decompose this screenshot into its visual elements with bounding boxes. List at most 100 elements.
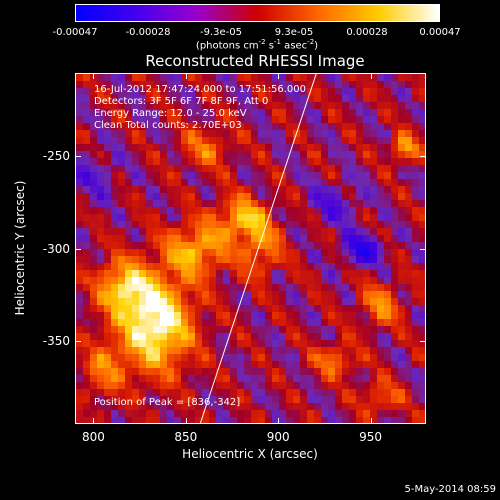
heatmap-cell xyxy=(188,109,196,117)
heatmap-cell xyxy=(377,151,385,159)
heatmap-cell xyxy=(125,144,133,152)
heatmap-cell xyxy=(146,312,154,320)
heatmap-cell xyxy=(314,410,322,418)
heatmap-cell xyxy=(335,305,343,313)
heatmap-cell xyxy=(216,221,224,229)
heatmap-cell xyxy=(405,193,413,201)
heatmap-cell xyxy=(412,228,420,236)
heatmap-cell xyxy=(104,151,112,159)
heatmap-cell xyxy=(412,109,420,117)
heatmap-image xyxy=(76,74,425,423)
heatmap-cell xyxy=(272,403,280,411)
heatmap-cell xyxy=(223,305,231,313)
heatmap-cell xyxy=(286,396,294,404)
heatmap-cell xyxy=(279,326,287,334)
heatmap-cell xyxy=(202,291,210,299)
heatmap-cell xyxy=(349,417,357,423)
heatmap-cell xyxy=(251,396,259,404)
heatmap-cell xyxy=(251,207,259,215)
heatmap-cell xyxy=(153,102,161,110)
heatmap-cell xyxy=(342,81,350,89)
heatmap-cell xyxy=(132,179,140,187)
heatmap-cell xyxy=(356,403,364,411)
heatmap-cell xyxy=(412,81,420,89)
heatmap-cell xyxy=(335,333,343,341)
heatmap-cell xyxy=(391,347,399,355)
heatmap-cell xyxy=(146,277,154,285)
heatmap-cell xyxy=(83,256,91,264)
heatmap-cell xyxy=(139,396,147,404)
heatmap-cell xyxy=(90,207,98,215)
heatmap-cell xyxy=(265,158,273,166)
heatmap-cell xyxy=(125,326,133,334)
heatmap-cell xyxy=(342,389,350,397)
heatmap-cell xyxy=(377,319,385,327)
heatmap-cell xyxy=(377,312,385,320)
heatmap-cell xyxy=(244,270,252,278)
heatmap-cell xyxy=(321,284,329,292)
heatmap-cell xyxy=(405,270,413,278)
heatmap-cell xyxy=(265,228,273,236)
heatmap-cell xyxy=(174,235,182,243)
heatmap-cell xyxy=(258,193,266,201)
heatmap-cell xyxy=(244,263,252,271)
heatmap-cell xyxy=(167,347,175,355)
heatmap-cell xyxy=(174,88,182,96)
heatmap-cell xyxy=(188,137,196,145)
heatmap-cell xyxy=(419,326,425,334)
heatmap-cell xyxy=(104,123,112,131)
heatmap-cell xyxy=(307,291,315,299)
heatmap-cell xyxy=(195,102,203,110)
heatmap-cell xyxy=(391,214,399,222)
heatmap-cell xyxy=(174,249,182,257)
heatmap-cell xyxy=(405,165,413,173)
heatmap-cell xyxy=(363,235,371,243)
heatmap-cell xyxy=(391,361,399,369)
heatmap-cell xyxy=(125,102,133,110)
heatmap-cell xyxy=(370,151,378,159)
heatmap-cell xyxy=(132,284,140,292)
colorbar-tick-label: 0.00028 xyxy=(346,27,388,38)
heatmap-cell xyxy=(419,214,425,222)
heatmap-cell xyxy=(202,284,210,292)
heatmap-cell xyxy=(195,270,203,278)
heatmap-cell xyxy=(174,74,182,82)
heatmap-cell xyxy=(391,123,399,131)
heatmap-cell xyxy=(132,165,140,173)
heatmap-cell xyxy=(335,382,343,390)
heatmap-cell xyxy=(195,417,203,423)
heatmap-cell xyxy=(244,137,252,145)
heatmap-cell xyxy=(125,396,133,404)
heatmap-cell xyxy=(321,305,329,313)
heatmap-cell xyxy=(321,179,329,187)
heatmap-cell xyxy=(104,396,112,404)
heatmap-cell xyxy=(335,403,343,411)
heatmap-cell xyxy=(377,277,385,285)
heatmap-cell xyxy=(300,200,308,208)
heatmap-cell xyxy=(181,123,189,131)
heatmap-cell xyxy=(321,228,329,236)
heatmap-cell xyxy=(244,207,252,215)
heatmap-cell xyxy=(377,361,385,369)
heatmap-cell xyxy=(391,326,399,334)
heatmap-cell xyxy=(167,256,175,264)
heatmap-cell xyxy=(76,410,84,418)
heatmap-cell xyxy=(174,396,182,404)
heatmap-cell xyxy=(139,235,147,243)
heatmap-cell xyxy=(97,81,105,89)
heatmap-cell xyxy=(258,179,266,187)
heatmap-cell xyxy=(272,319,280,327)
heatmap-cell xyxy=(244,88,252,96)
heatmap-cell xyxy=(181,256,189,264)
heatmap-cell xyxy=(293,396,301,404)
heatmap-cell xyxy=(118,179,126,187)
heatmap-cell xyxy=(111,319,119,327)
heatmap-cell xyxy=(111,81,119,89)
heatmap-cell xyxy=(265,263,273,271)
heatmap-cell xyxy=(125,263,133,271)
heatmap-cell xyxy=(139,340,147,348)
heatmap-cell xyxy=(76,333,84,341)
heatmap-cell xyxy=(370,172,378,180)
heatmap-cell xyxy=(405,242,413,250)
heatmap-cell xyxy=(230,277,238,285)
